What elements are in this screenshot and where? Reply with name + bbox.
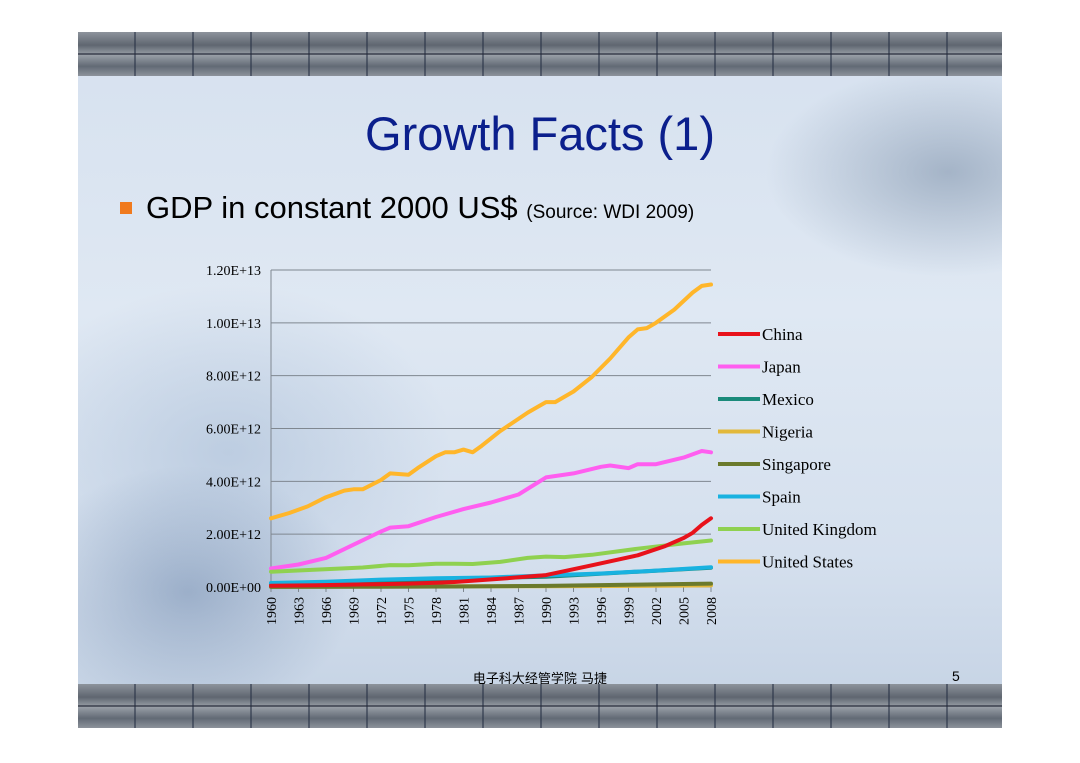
legend-label-china: China (762, 325, 803, 344)
legend-label-united-kingdom: United Kingdom (762, 520, 877, 539)
chart-legend: China Japan Mexico Nigeria Singapore Spain Uni… (718, 325, 877, 572)
bullet-source: (Source: WDI 2009) (526, 202, 695, 223)
bullet-text: GDP in constant 2000 US$ (Source: WDI 20… (146, 190, 694, 226)
x-axis-ticks: 1960 1963 1966 1969 1972 1975 1978 1981 1984 1987… (265, 587, 720, 625)
bullet-square-icon (120, 202, 132, 214)
legend-label-united-states: United States (762, 553, 853, 572)
x-tick-label: 1966 (320, 597, 335, 625)
x-tick-label: 1975 (403, 597, 418, 625)
series-line-singapore (269, 581, 713, 589)
slide: Growth Facts (1) GDP in constant 2000 US… (78, 32, 1002, 728)
x-tick-label: 2008 (705, 597, 720, 625)
x-tick-label: 2005 (678, 597, 693, 625)
series-line-japan (269, 449, 713, 571)
legend-label-mexico: Mexico (762, 390, 814, 409)
y-tick-label: 2.00E+12 (206, 528, 261, 543)
x-tick-label: 1993 (568, 597, 583, 625)
chart-series (269, 282, 713, 589)
slide-title: Growth Facts (1) (365, 107, 715, 160)
y-tick-label: 4.00E+12 (206, 475, 261, 490)
legend-label-japan: Japan (762, 358, 801, 377)
series-line-united-states (269, 282, 713, 521)
x-tick-label: 1999 (623, 597, 638, 625)
top-decorative-band (78, 32, 1002, 76)
series-line-united-kingdom (269, 538, 713, 574)
x-tick-label: 1987 (513, 597, 528, 625)
x-tick-label: 1990 (540, 597, 555, 625)
y-tick-label: 8.00E+12 (206, 370, 261, 385)
series-line-china (269, 516, 713, 588)
x-tick-label: 1963 (293, 597, 308, 625)
y-tick-label: 1.00E+13 (206, 317, 261, 332)
legend-label-singapore: Singapore (762, 455, 831, 474)
x-tick-label: 1984 (485, 597, 500, 625)
x-tick-label: 1978 (430, 597, 445, 625)
x-tick-label: 1960 (265, 597, 280, 625)
bottom-decorative-band (78, 684, 1002, 728)
bullet-main: GDP in constant 2000 US$ (146, 190, 527, 225)
gdp-line-chart: 0.00E+00 2.00E+12 4.00E+12 6.00E+12 8.00E+12… (206, 264, 877, 625)
x-tick-label: 1996 (595, 597, 610, 625)
footer-text: 电子科大经管学院 马捷 (472, 672, 608, 687)
y-axis-ticks: 0.00E+00 2.00E+12 4.00E+12 6.00E+12 8.00E+12… (206, 264, 261, 596)
y-tick-label: 6.00E+12 (206, 423, 261, 438)
x-tick-label: 1981 (458, 597, 473, 625)
x-tick-label: 1969 (348, 597, 363, 625)
x-tick-label: 2002 (650, 597, 665, 625)
legend-label-nigeria: Nigeria (762, 423, 813, 442)
y-tick-label: 0.00E+00 (206, 581, 261, 596)
y-tick-label: 1.20E+13 (206, 264, 261, 279)
chart-grid (270, 269, 711, 588)
legend-label-spain: Spain (762, 488, 801, 507)
page-number: 5 (952, 668, 960, 684)
x-tick-label: 1972 (375, 597, 390, 625)
